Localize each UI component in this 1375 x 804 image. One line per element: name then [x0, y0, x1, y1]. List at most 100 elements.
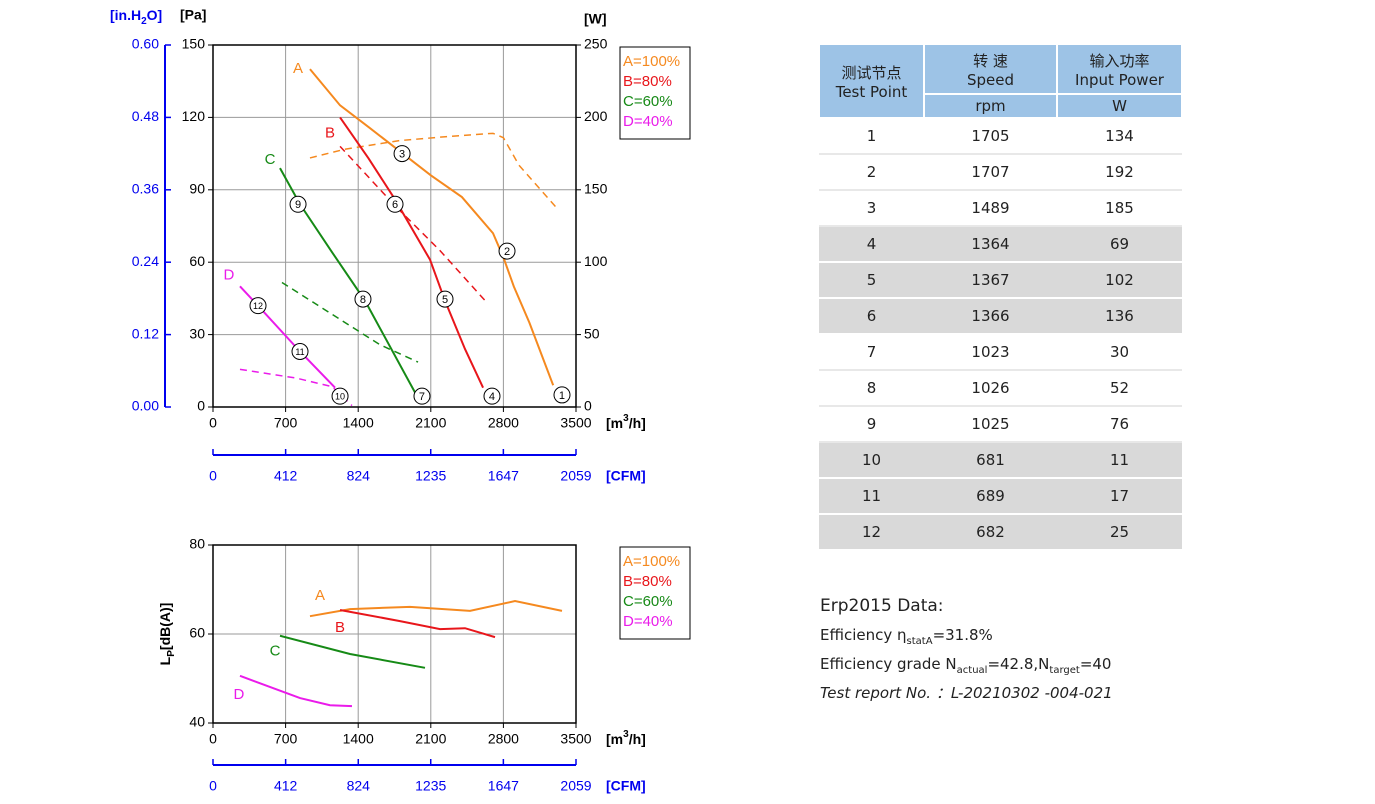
test-point-label: 6: [392, 199, 398, 211]
table-row: 10 681 11: [819, 441, 1182, 479]
header-cell: 输入功率 Input Power: [1056, 43, 1183, 95]
table-row: 6 1366 136: [819, 297, 1182, 335]
legend-entry: D=40%: [623, 113, 673, 130]
table-cell: 7: [819, 333, 924, 371]
curve-label: C: [270, 643, 281, 660]
x-axis-label-part: 3: [623, 413, 629, 424]
note-line: Efficiency grade Nactual=42.8,Ntarget=40: [820, 650, 1113, 679]
table-cell: 52: [1057, 369, 1182, 407]
table-row: 12 682 25: [819, 513, 1182, 551]
test-point: [354, 290, 372, 308]
table-cell: 136: [1057, 297, 1182, 335]
x-tick-label: 2100: [415, 415, 446, 431]
y-tick-label: 120: [182, 108, 206, 124]
test-point-label: 7: [419, 391, 425, 403]
x-axis-label-part: [m: [606, 415, 623, 431]
test-point-label: 12: [253, 301, 263, 311]
table-row: 1 1705 134: [819, 117, 1182, 155]
test-point: [289, 195, 307, 213]
curve-label: A: [293, 60, 303, 77]
x-tick-label: 2800: [488, 731, 519, 747]
test-point: [291, 342, 309, 360]
test-point: [498, 242, 516, 260]
table-cell: 2: [819, 153, 924, 191]
header-unit: rpm: [923, 93, 1058, 119]
curve: [239, 674, 353, 708]
alt-y-tick-label: 0.12: [132, 325, 159, 341]
y2-axis-label: [W]: [584, 11, 607, 27]
alt-y-axis-label-part: 2: [141, 16, 147, 27]
y2-tick-label: 50: [584, 325, 600, 341]
header-cell: 转 速 Speed: [923, 43, 1058, 95]
alt-y-axis-label-part: [in.H: [110, 7, 141, 23]
x-axis-label: [m3/h]: [606, 729, 646, 747]
curve-label: B: [325, 124, 335, 141]
y2-tick-label: 250: [584, 36, 608, 52]
curve: [339, 116, 484, 389]
legend-entry: B=80%: [623, 573, 672, 590]
table-row: 7 1023 30: [819, 333, 1182, 371]
note-text: =42.8,N: [987, 655, 1050, 673]
table-cell: 30: [1057, 333, 1182, 371]
curve: [309, 600, 563, 618]
table-cell: 10: [819, 441, 924, 479]
y-tick-label: 150: [182, 36, 206, 52]
y-tick-label: 80: [189, 536, 205, 552]
x-axis-label-part: /h]: [629, 415, 646, 431]
table-row: 9 1025 76: [819, 405, 1182, 443]
table-cell: 6: [819, 297, 924, 335]
alt-x-tick-label: 0: [209, 468, 217, 484]
alt-y-axis-label-part: O]: [147, 7, 163, 23]
curve: [279, 634, 426, 669]
y-tick-label: 60: [189, 253, 205, 269]
legend-entry: B=80%: [623, 73, 672, 90]
table-row: 3 1489 185: [819, 189, 1182, 227]
legend-box: [619, 546, 691, 640]
table-cell: 11: [1057, 441, 1182, 479]
table-cell: 102: [1057, 261, 1182, 299]
test-point-label: 10: [335, 392, 345, 402]
plot-frame: [212, 44, 577, 408]
test-table: 测试节点 Test Point 转 速 Speed 输入功率 Input Power rpm…: [818, 43, 1183, 551]
alt-y-axis-label: [in.H2O]: [110, 7, 162, 27]
header-row: rpm W: [819, 93, 1183, 119]
y2-tick-label: 150: [584, 181, 608, 197]
table-cell: 4: [819, 225, 924, 263]
test-point-label: 3: [399, 149, 405, 161]
test-point-label: 5: [442, 294, 448, 306]
alt-x-tick-label: 1647: [488, 468, 519, 484]
table-cell: 1705: [924, 117, 1057, 155]
alt-y-tick-label: 0.00: [132, 398, 159, 414]
table-cell: 69: [1057, 225, 1182, 263]
test-point-label: 9: [295, 199, 301, 211]
table-cell: 1025: [924, 405, 1057, 443]
x-axis-label: [m3/h]: [606, 413, 646, 431]
x-tick-label: 3500: [560, 731, 591, 747]
legend-entry: A=100%: [623, 53, 680, 70]
test-point: [393, 145, 411, 163]
x-tick-label: 0: [209, 415, 217, 431]
alt-x-tick-label: 824: [347, 778, 371, 794]
alt-x-tick-label: 1647: [488, 778, 519, 794]
test-point-label: 8: [360, 294, 366, 306]
x-tick-label: 3500: [560, 415, 591, 431]
x-tick-label: 1400: [343, 415, 374, 431]
header-text: Test Point: [835, 82, 908, 101]
table-cell: 682: [924, 513, 1057, 551]
curve-label: C: [265, 151, 276, 168]
alt-x-tick-label: 412: [274, 778, 298, 794]
power-curve: [281, 281, 419, 363]
alt-x-tick-label: 412: [274, 468, 298, 484]
x-axis-label-part: [m: [606, 731, 623, 747]
y-tick-label: 90: [189, 181, 205, 197]
y-tick-label: 30: [189, 325, 205, 341]
power-curve: [309, 132, 558, 210]
alt-y-tick-label: 0.48: [132, 108, 159, 124]
note-text: Efficiency grade N: [820, 655, 957, 673]
test-point-label: 1: [559, 390, 565, 402]
table-cell: 25: [1057, 513, 1182, 551]
y-axis-label: LP[dB(A)]: [157, 603, 177, 666]
alt-x-tick-label: 1235: [415, 778, 446, 794]
table-cell: 1367: [924, 261, 1057, 299]
curve: [239, 285, 336, 389]
